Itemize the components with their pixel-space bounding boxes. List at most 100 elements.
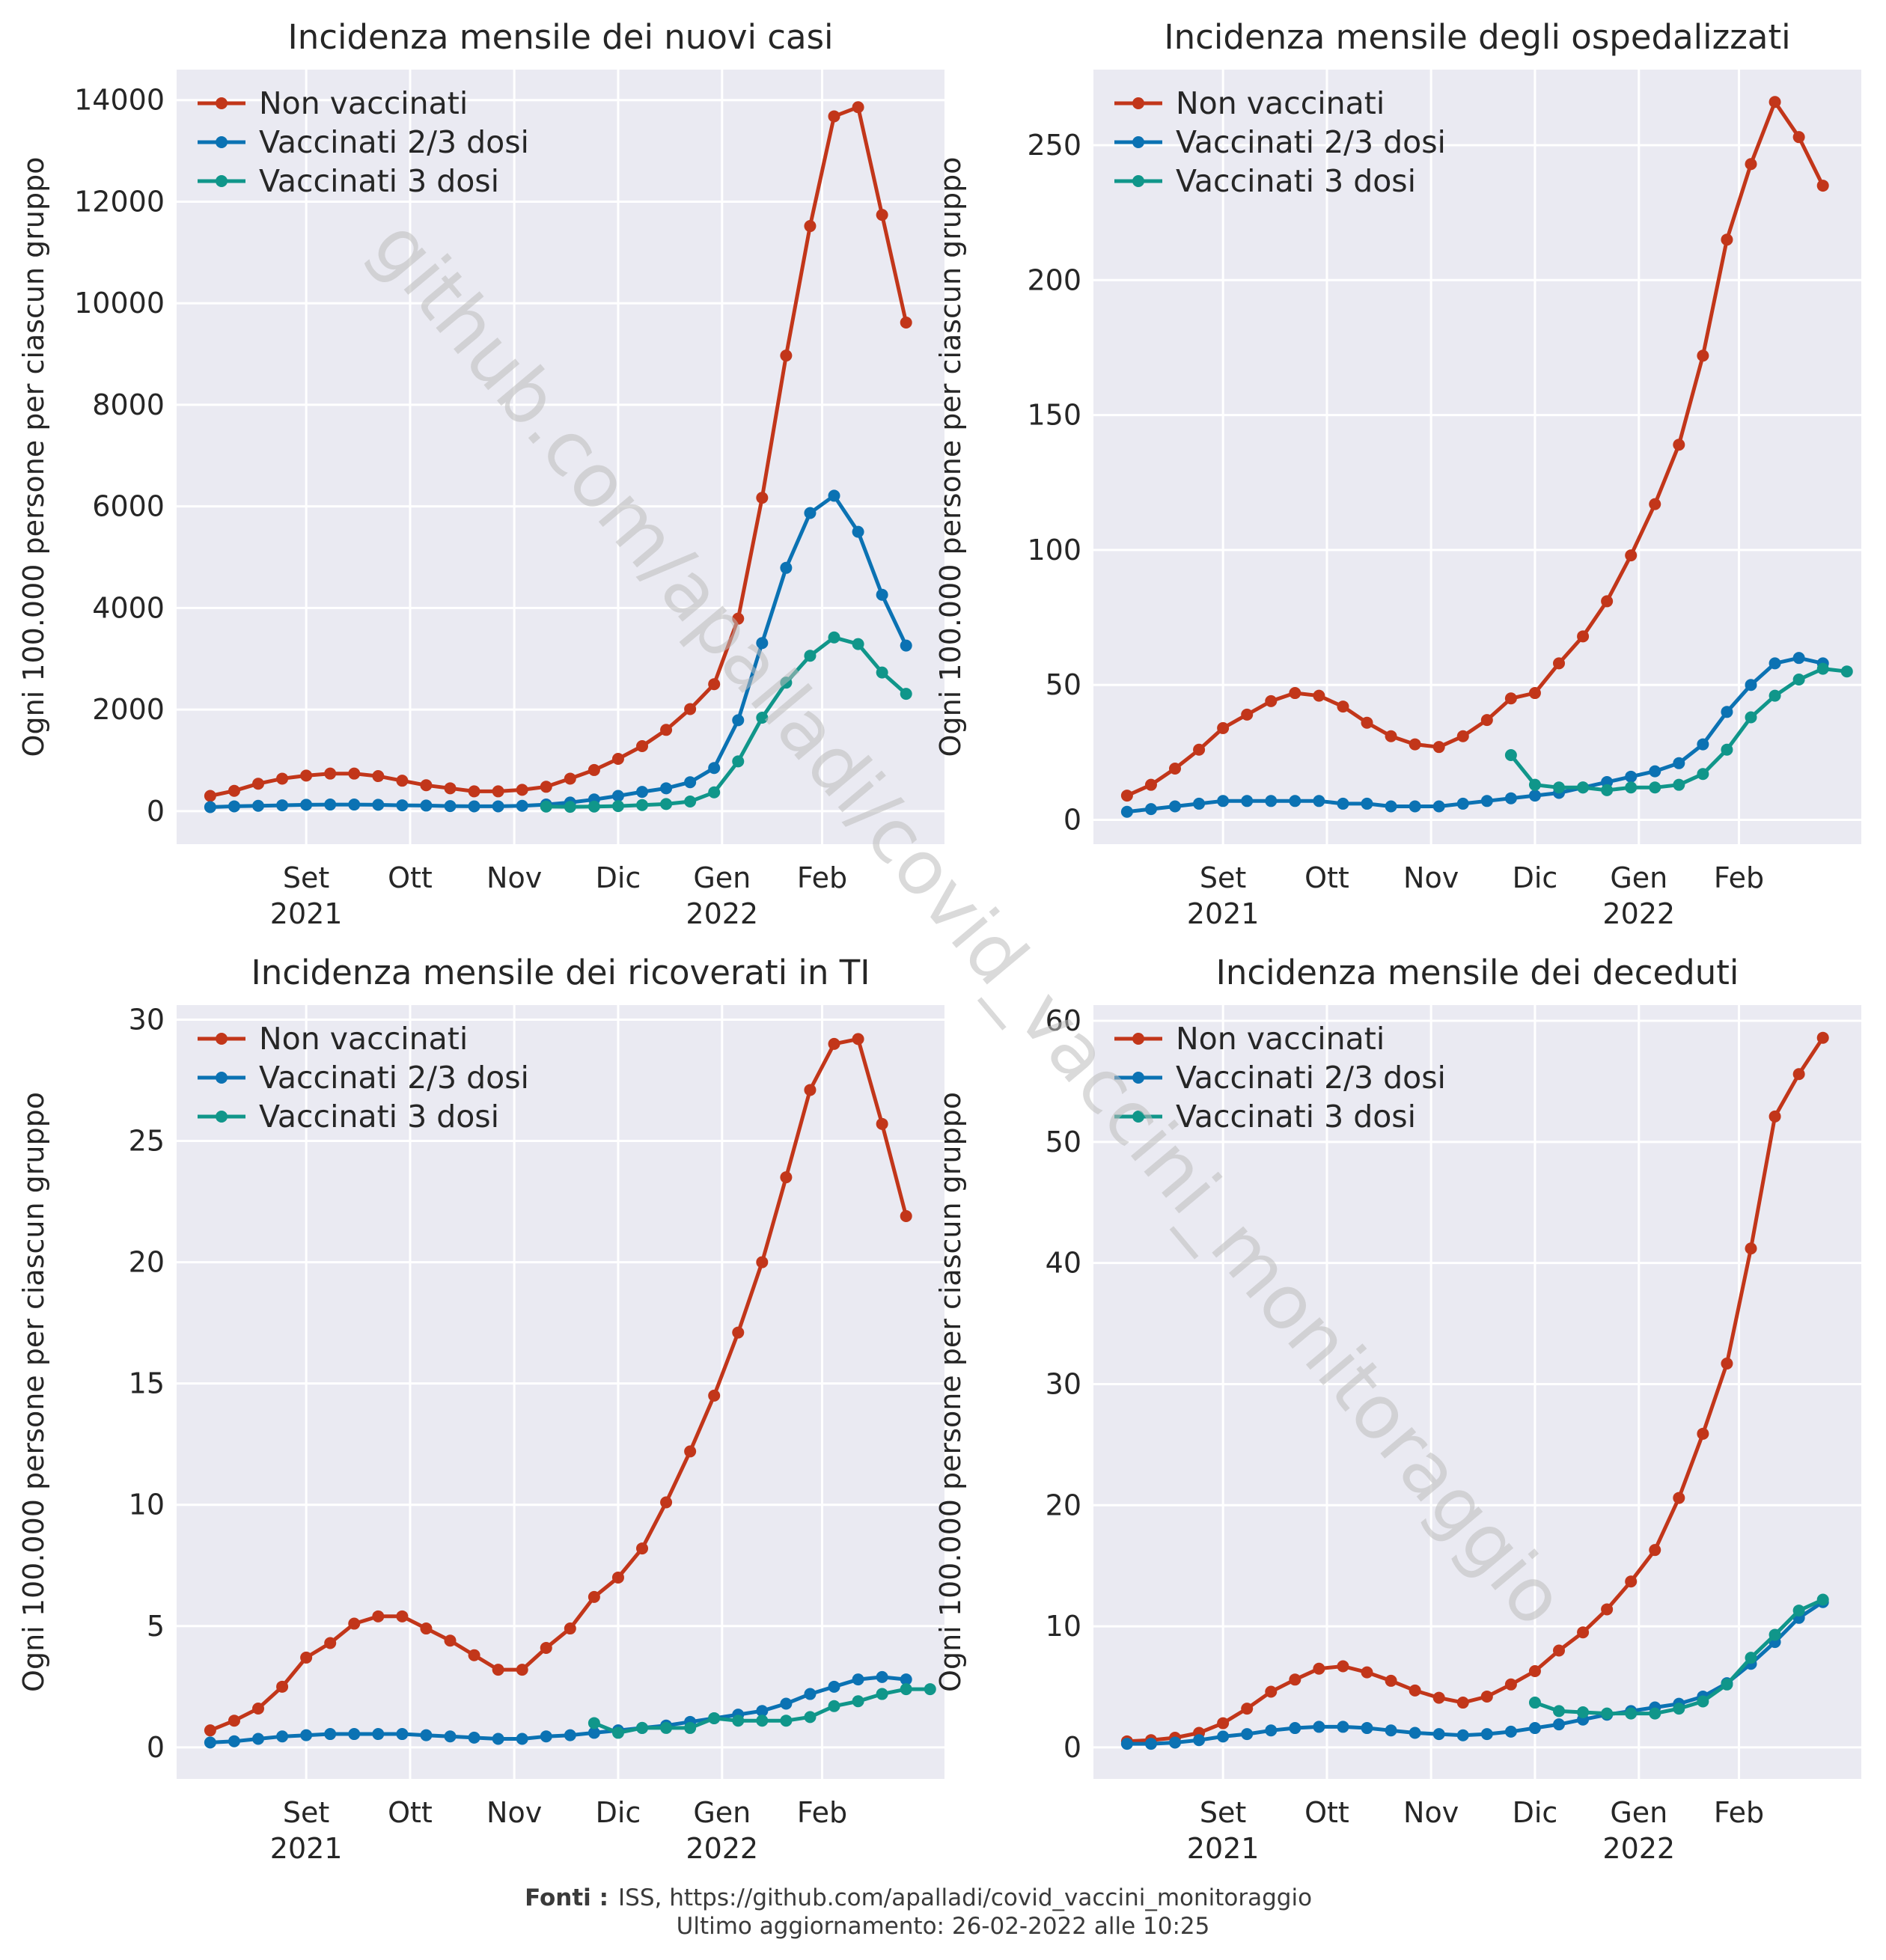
- data-point: [732, 714, 745, 727]
- data-point: [300, 1651, 313, 1664]
- data-point: [1792, 1068, 1805, 1081]
- data-point: [756, 1256, 769, 1268]
- y-tick-label: 60: [1046, 1004, 1081, 1037]
- y-tick-label: 6000: [92, 490, 165, 523]
- data-point: [468, 785, 480, 798]
- data-point: [780, 1697, 793, 1710]
- y-tick-label: 10: [129, 1489, 165, 1521]
- data-point: [1193, 743, 1206, 756]
- data-point: [1265, 1724, 1278, 1737]
- data-point: [780, 1715, 793, 1727]
- data-point: [900, 316, 912, 329]
- data-point: [588, 1717, 600, 1729]
- data-point: [396, 1728, 409, 1741]
- data-point: [1528, 790, 1541, 802]
- series-3: [1504, 662, 1853, 796]
- x-tick-label: 2021: [1187, 897, 1260, 930]
- data-point: [1169, 1736, 1182, 1749]
- data-point: [1144, 803, 1157, 816]
- data-point: [852, 525, 864, 538]
- data-point: [1289, 1673, 1301, 1686]
- series-3: [540, 631, 912, 813]
- data-point: [1432, 741, 1445, 754]
- y-axis-label: Ogni 100.000 persone per ciascun gruppo: [934, 157, 967, 757]
- x-tick-label: Gen: [1610, 861, 1667, 894]
- data-point: [1697, 1695, 1709, 1708]
- legend-swatch-marker: [1132, 1111, 1144, 1123]
- series-1: [1120, 1031, 1829, 1747]
- legend-label: Vaccinati 2/3 dosi: [259, 124, 529, 160]
- data-point: [276, 799, 289, 812]
- x-tick-label: Feb: [1714, 861, 1764, 894]
- data-point: [684, 703, 697, 715]
- series-1: [1120, 96, 1829, 802]
- data-point: [852, 638, 864, 650]
- data-point: [204, 1724, 216, 1737]
- y-tick-label: 0: [1063, 1731, 1081, 1764]
- data-point: [252, 1732, 265, 1745]
- data-point: [708, 762, 721, 775]
- data-point: [1456, 730, 1469, 742]
- data-point: [732, 755, 745, 768]
- x-tick-label: Set: [1200, 1796, 1246, 1829]
- data-point: [1385, 730, 1397, 742]
- x-tick-label: 2021: [270, 897, 343, 930]
- data-point: [1721, 1678, 1733, 1691]
- data-point: [1768, 1110, 1781, 1123]
- data-point: [756, 712, 769, 724]
- y-tick-label: 8000: [92, 388, 165, 421]
- data-point: [876, 1670, 888, 1683]
- data-point: [348, 767, 361, 780]
- data-point: [516, 1664, 528, 1676]
- legend-swatch-marker: [1132, 175, 1144, 187]
- data-point: [876, 666, 888, 679]
- data-point: [900, 639, 912, 652]
- y-tick-label: 20: [1046, 1489, 1081, 1521]
- data-point: [708, 1389, 721, 1402]
- data-point: [468, 1731, 480, 1744]
- data-point: [1745, 158, 1757, 171]
- data-point: [300, 769, 313, 782]
- data-point: [1504, 1725, 1517, 1738]
- data-point: [1625, 770, 1638, 783]
- data-point: [204, 1736, 216, 1749]
- data-point: [228, 800, 240, 813]
- data-point: [324, 799, 337, 811]
- data-point: [348, 1728, 361, 1741]
- data-point: [1840, 665, 1853, 678]
- data-point: [1721, 233, 1733, 246]
- data-point: [420, 799, 433, 812]
- data-point: [1313, 689, 1325, 702]
- data-point: [1169, 800, 1182, 813]
- data-point: [1432, 1691, 1445, 1704]
- y-tick-label: 250: [1027, 129, 1081, 162]
- data-point: [804, 1688, 817, 1700]
- y-axis-label: Ogni 100.000 persone per ciascun gruppo: [934, 1092, 967, 1692]
- data-point: [1313, 795, 1325, 807]
- data-point: [1528, 1722, 1541, 1735]
- data-point: [1480, 1690, 1493, 1703]
- data-point: [636, 1721, 649, 1734]
- data-point: [1649, 781, 1661, 794]
- data-point: [1480, 795, 1493, 807]
- data-point: [756, 492, 769, 504]
- data-point: [348, 1617, 361, 1630]
- plot-area: [177, 1005, 944, 1779]
- x-tick-label: Dic: [1513, 1796, 1558, 1829]
- data-point: [1241, 1728, 1254, 1741]
- x-tick-label: Gen: [693, 1796, 751, 1829]
- data-point: [1241, 795, 1254, 807]
- data-point: [1625, 549, 1638, 562]
- data-point: [876, 209, 888, 222]
- data-point: [1241, 708, 1254, 721]
- data-point: [660, 798, 673, 810]
- data-point: [900, 688, 912, 700]
- data-point: [1385, 1674, 1397, 1687]
- data-point: [420, 1622, 433, 1635]
- legend-swatch-marker: [216, 1072, 228, 1084]
- data-point: [756, 637, 769, 650]
- data-point: [300, 799, 313, 811]
- data-point: [780, 1171, 793, 1184]
- y-tick-label: 30: [1046, 1367, 1081, 1400]
